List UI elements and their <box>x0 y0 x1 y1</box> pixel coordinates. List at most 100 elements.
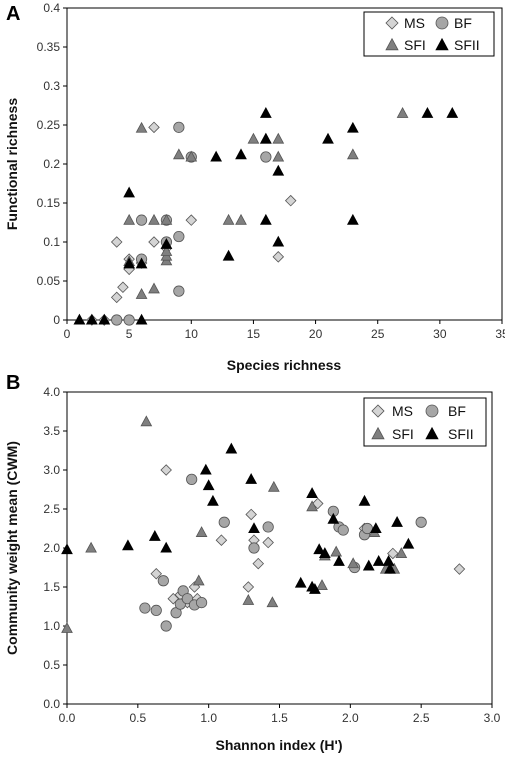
point-ms <box>284 194 297 207</box>
point-sfi <box>235 213 247 225</box>
panel-a-y-axis-title: Functional richness <box>4 98 20 230</box>
panel-a-x-axis-title: Species richness <box>227 357 342 373</box>
point-sfii <box>294 576 307 588</box>
point-sfi <box>123 213 136 225</box>
point-sfi <box>267 480 280 492</box>
point-bf <box>248 542 260 554</box>
point-sfii <box>391 515 403 527</box>
legend-label-bf: BF <box>448 403 466 419</box>
panel-b-legend: MS BF SFI SFII <box>363 397 487 447</box>
point-sfi <box>148 282 160 294</box>
panel-b-y-axis-title: Community weight mean (CWM) <box>4 441 20 655</box>
point-sfii <box>248 522 260 534</box>
x-tick-label: 2.0 <box>342 711 359 725</box>
point-bf <box>157 575 169 587</box>
point-bf <box>135 214 148 226</box>
x-tick-label: 0.0 <box>59 711 76 725</box>
x-tick-label: 1.0 <box>200 711 217 725</box>
point-sfii <box>384 562 396 574</box>
legend-marker-sfi <box>371 426 385 440</box>
panel-a-legend-box <box>363 11 495 57</box>
y-tick-label: 1.0 <box>43 619 60 633</box>
point-sfii <box>272 235 285 247</box>
y-tick-label: 2.0 <box>43 541 60 555</box>
point-bf <box>173 285 185 297</box>
panel-b-ticks: 0.0 0.5 1.0 1.5 2.0 2.5 3.0 0.0 0.5 1.0 1.5 2.0 2.5 3… <box>43 385 500 725</box>
point-sfi <box>192 574 205 586</box>
point-bf <box>186 473 198 485</box>
point-sfii <box>148 529 161 541</box>
point-bf <box>173 230 185 243</box>
legend-marker-sfii <box>425 426 439 440</box>
legend-label-ms: MS <box>392 403 413 419</box>
point-ms <box>160 464 172 476</box>
point-sfii <box>235 148 247 160</box>
point-ms <box>252 557 265 570</box>
point-sfi <box>272 132 285 144</box>
legend-label-sfi: SFI <box>404 37 426 53</box>
y-tick-label: 4.0 <box>43 385 60 399</box>
point-sfi <box>316 579 328 590</box>
point-sfii <box>322 132 334 144</box>
x-tick-label: 2.5 <box>413 711 430 725</box>
y-tick-label: 3.5 <box>43 424 60 438</box>
legend-label-bf: BF <box>454 15 472 31</box>
x-tick-label: 1.5 <box>271 711 288 725</box>
point-ms <box>117 281 129 294</box>
point-bf <box>195 596 208 609</box>
x-tick-label: 20 <box>309 327 323 341</box>
point-sfii <box>259 213 272 225</box>
panel-a-letter: A <box>6 3 20 25</box>
point-bf <box>260 151 272 163</box>
y-tick-label: 0.4 <box>43 1 60 15</box>
point-sfii <box>85 313 98 325</box>
point-sfii <box>318 547 331 559</box>
x-tick-label: 0 <box>64 327 71 341</box>
x-tick-label: 0.5 <box>129 711 146 725</box>
y-tick-label: 0.3 <box>43 79 60 93</box>
point-sfi <box>396 106 409 118</box>
point-bf <box>123 314 135 326</box>
legend-marker-bf <box>425 404 439 418</box>
point-sfii <box>225 442 238 454</box>
point-bf <box>173 121 185 133</box>
point-sfi <box>185 150 198 162</box>
legend-label-sfii: SFII <box>454 37 480 53</box>
point-sfi <box>148 213 160 225</box>
x-tick-label: 25 <box>371 327 385 341</box>
point-sfii <box>333 554 345 566</box>
x-tick-label: 3.0 <box>484 711 501 725</box>
y-tick-label: 0.05 <box>37 274 61 288</box>
point-sfii <box>98 313 111 325</box>
panel-a-legend: MS BF SFI SFII <box>363 11 495 57</box>
point-sfii <box>402 537 415 549</box>
point-ms <box>262 536 274 549</box>
point-sfi <box>347 557 360 569</box>
y-tick-label: 0 <box>53 313 60 327</box>
point-sfi <box>135 121 148 133</box>
point-sfi <box>61 622 73 633</box>
legend-marker-sfii <box>435 37 449 51</box>
x-tick-label: 10 <box>185 327 199 341</box>
point-sfii <box>160 541 173 553</box>
point-sfii <box>245 473 258 484</box>
point-sfii <box>160 238 173 249</box>
y-tick-label: 2.5 <box>43 502 60 516</box>
point-sfii <box>362 559 375 571</box>
point-bf <box>139 602 151 614</box>
panel-b-letter: B <box>6 372 20 394</box>
legend-label-sfii: SFII <box>448 426 474 442</box>
x-tick-label: 30 <box>433 327 447 341</box>
point-sfii <box>73 313 86 325</box>
point-sfii <box>313 543 326 555</box>
x-tick-label: 35 <box>495 327 505 341</box>
point-sfii <box>259 132 272 144</box>
point-bf <box>150 604 162 617</box>
point-sfii <box>421 106 434 118</box>
point-sfii <box>135 313 148 325</box>
point-sfi <box>85 541 97 553</box>
point-sfii <box>61 543 73 555</box>
point-ms <box>167 592 180 605</box>
panel-a: A 0 5 10 15 20 25 30 35 0 0.05 0.1 0.15 0.2 0.25 0.3 0.… <box>4 1 505 373</box>
